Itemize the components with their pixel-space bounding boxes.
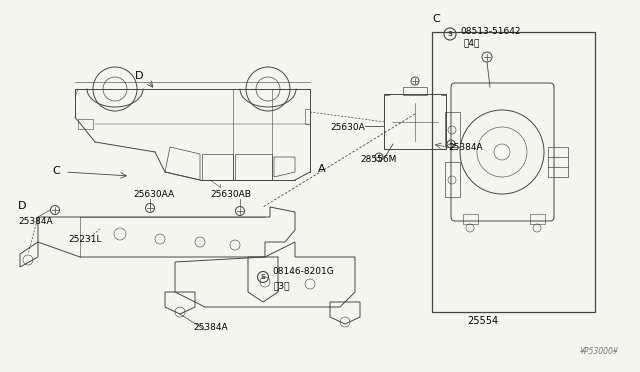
Bar (463, 214, 478, 224)
Text: 25384A: 25384A (448, 143, 483, 152)
Bar (403, 87, 427, 95)
Bar (548, 147, 568, 177)
Text: 25231L: 25231L (68, 235, 102, 244)
Text: D: D (135, 71, 143, 81)
Text: 08513-51642: 08513-51642 (460, 28, 520, 36)
Text: 25630AA: 25630AA (133, 190, 174, 199)
Text: （3）: （3） (274, 281, 291, 290)
Text: （4）: （4） (463, 38, 479, 47)
Text: S: S (260, 274, 266, 280)
Text: C: C (52, 166, 60, 176)
Bar (445, 162, 460, 197)
Text: D: D (18, 201, 26, 211)
Text: 25384A: 25384A (193, 323, 228, 332)
Bar (432, 32, 595, 312)
Text: 28556M: 28556M (360, 155, 396, 164)
Bar (530, 214, 545, 224)
Text: 25630A: 25630A (330, 123, 365, 132)
Text: ¥P53000¥: ¥P53000¥ (580, 347, 619, 356)
Bar (384, 94, 446, 149)
Text: A: A (318, 164, 326, 174)
Bar (305, 109, 310, 124)
Bar (445, 112, 460, 147)
Text: 25630AB: 25630AB (210, 190, 251, 199)
Text: C: C (432, 14, 440, 24)
Text: 25384A: 25384A (18, 217, 52, 226)
Bar (78, 119, 93, 129)
Text: S: S (447, 31, 452, 37)
Text: 08146-8201G: 08146-8201G (272, 267, 333, 276)
Text: 25554: 25554 (467, 316, 499, 326)
